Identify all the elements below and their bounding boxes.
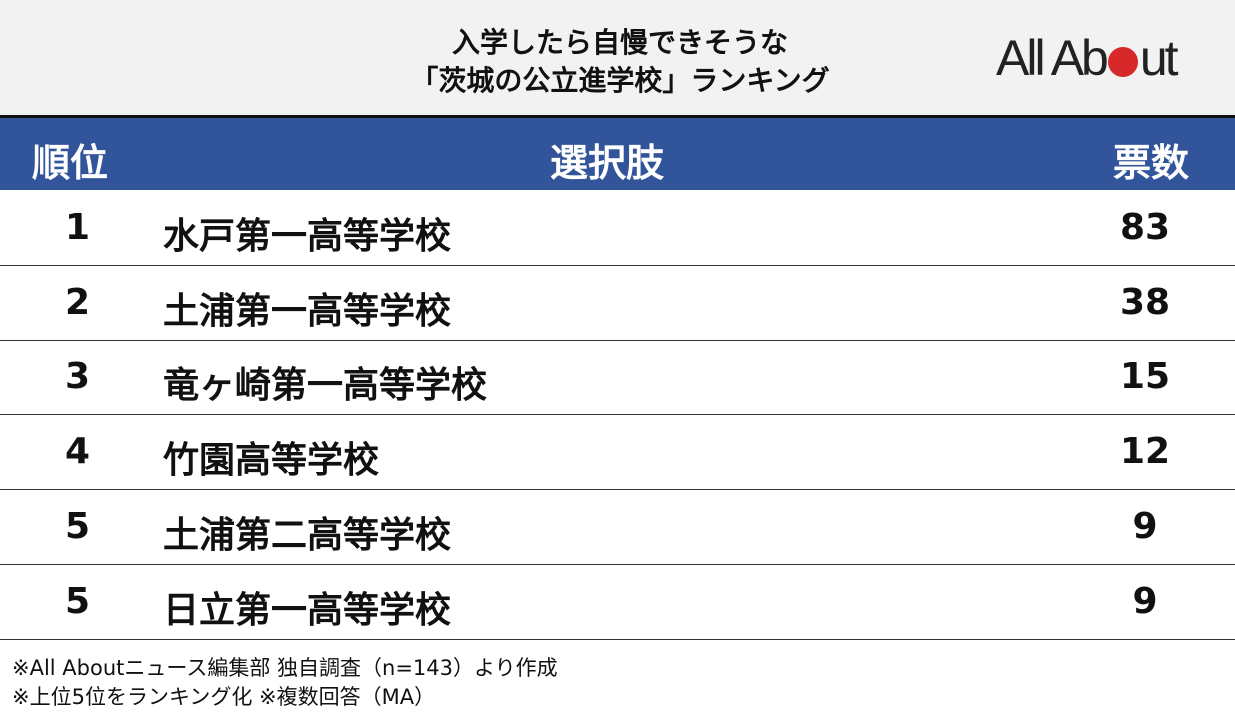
votes-cell: 9 [1132, 505, 1158, 547]
rank-cell: 3 [64, 356, 91, 398]
table-row: 5 土浦第二高等学校 9 [0, 489, 1235, 565]
table-row: 4 竹園高等学校 12 [0, 414, 1235, 491]
votes-cell: 38 [1119, 281, 1171, 323]
header-votes: 票数 [1113, 141, 1190, 185]
footnote-1: ※All Aboutニュース編集部 独自調査（n=143）より作成 [12, 656, 558, 680]
choice-cell: 水戸第一高等学校 [163, 216, 452, 257]
votes-cell: 12 [1119, 431, 1171, 473]
table-row: 1 水戸第一高等学校 83 [0, 190, 1235, 266]
choice-cell: 日立第一高等学校 [163, 589, 452, 631]
divider [0, 115, 1235, 118]
title-line-1: 入学したら自慢できそうな [451, 26, 788, 59]
choice-cell: 土浦第一高等学校 [163, 290, 452, 332]
table-row: 2 土浦第一高等学校 38 [0, 265, 1235, 341]
choice-cell: 竹園高等学校 [163, 440, 380, 482]
votes-cell: 83 [1119, 207, 1171, 248]
table-row: 3 竜ヶ崎第一高等学校 15 [0, 339, 1235, 416]
header-rank: 順位 [32, 141, 109, 185]
footnote-2: ※上位5位をランキング化 ※複数回答（MA） [12, 685, 436, 709]
choice-cell: 竜ヶ崎第一高等学校 [163, 365, 488, 407]
header-choice: 選択肢 [550, 141, 665, 185]
choice-cell: 土浦第二高等学校 [163, 514, 452, 556]
rank-cell: 4 [64, 431, 91, 473]
title-line-2: 「茨城の公立進学校」ランキング [410, 64, 830, 97]
table-row: 5 日立第一高等学校 9 [0, 564, 1235, 640]
title-area: 入学したら自慢できそうな 「茨城の公立進学校」ランキング All Ab ut [0, 0, 1235, 115]
chart-title: 入学したら自慢できそうな 「茨城の公立進学校」ランキング [300, 24, 940, 100]
table-header: 順位 選択肢 票数 [0, 118, 1235, 190]
rank-cell: 5 [64, 505, 91, 547]
rank-cell: 2 [64, 281, 91, 323]
votes-cell: 9 [1132, 580, 1158, 622]
rank-cell: 5 [64, 580, 91, 622]
votes-cell: 15 [1119, 356, 1171, 398]
all-about-logo: All Ab ut [996, 30, 1179, 86]
rank-cell: 1 [64, 207, 91, 248]
